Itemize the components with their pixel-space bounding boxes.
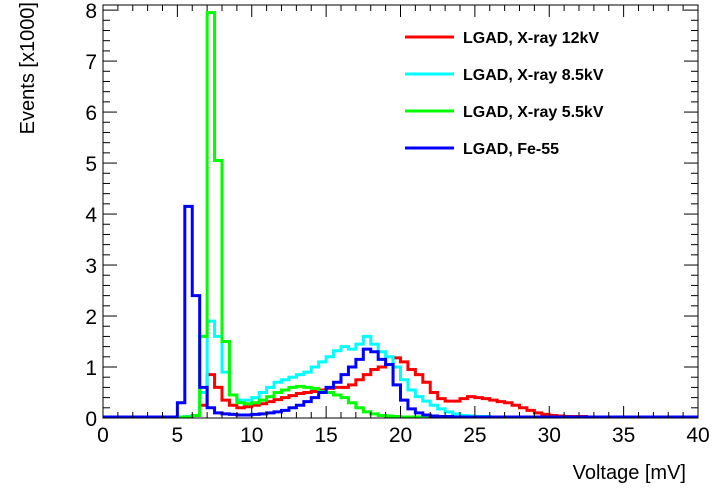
legend-label-0: LGAD, X-ray 12kV: [463, 30, 599, 47]
y-tick-label: 7: [85, 51, 97, 74]
axes-layer: 0 5 10 15 20 25 30 35 40 0 1 2 3 4 5 6 7 8: [85, 0, 709, 447]
x-tick-label: 15: [314, 424, 337, 447]
y-tick-label: 1: [85, 357, 97, 380]
x-tick-label: 30: [538, 424, 561, 447]
legend-label-2: LGAD, X-ray 5.5kV: [463, 104, 604, 121]
y-tick-label: 5: [85, 153, 97, 176]
x-tick-label: 0: [97, 424, 109, 447]
series-1-line: [103, 319, 698, 419]
y-tick-label: 0: [85, 408, 97, 431]
x-tick-label: 5: [172, 424, 184, 447]
legend-label-3: LGAD, Fe-55: [463, 141, 559, 158]
y-tick-label: 2: [85, 306, 97, 329]
legend: LGAD, X-ray 12kV LGAD, X-ray 8.5kV LGAD, X…: [405, 30, 604, 158]
x-axis-title: Voltage [mV]: [573, 462, 686, 484]
series-layer: [103, 11, 698, 419]
x-tick-label: 10: [240, 424, 263, 447]
x-tick-label: 20: [389, 424, 412, 447]
legend-label-1: LGAD, X-ray 8.5kV: [463, 67, 604, 84]
x-tick-label: 40: [686, 424, 709, 447]
x-tick-label: 25: [463, 424, 486, 447]
x-tick-label: 35: [612, 424, 635, 447]
series-3-line: [103, 204, 698, 419]
y-axis-title: Events [x1000]: [17, 2, 39, 134]
y-tick-label: 4: [85, 204, 97, 227]
y-tick-label: 3: [85, 255, 97, 278]
y-tick-label: 6: [85, 102, 97, 125]
y-tick-label: 8: [85, 0, 97, 23]
